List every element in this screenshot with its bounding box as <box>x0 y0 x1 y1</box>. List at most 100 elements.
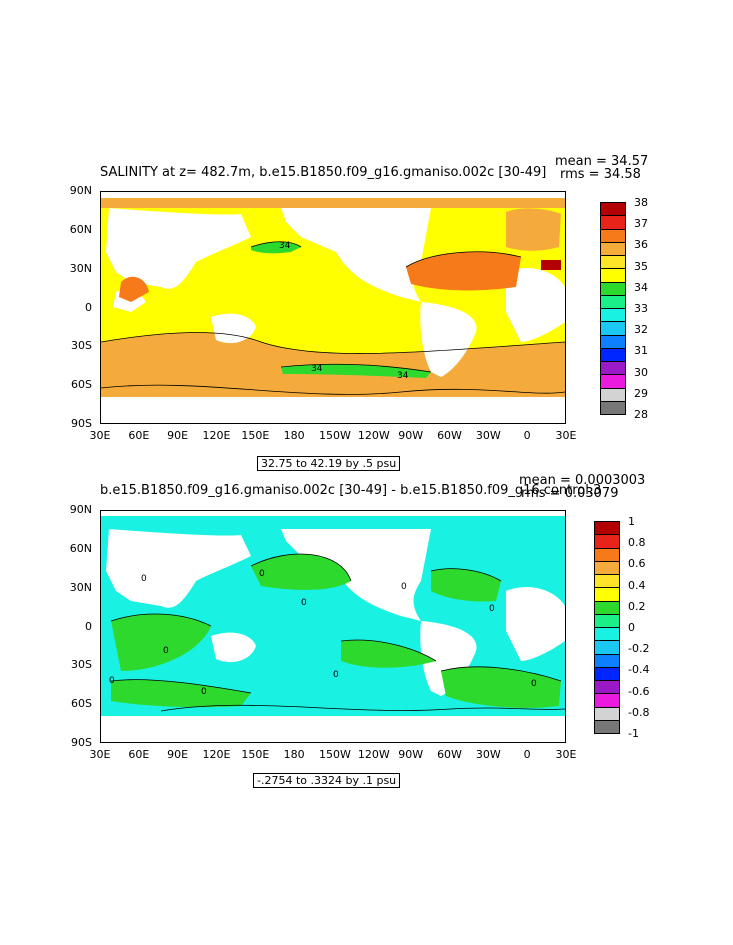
colorbar-label: -1 <box>628 727 639 740</box>
panel2-mean: mean = 0.0003003 <box>519 473 646 488</box>
colorbar-swatch <box>594 613 620 628</box>
panel1-map: 34 34 34 <box>100 191 566 424</box>
contour-line <box>440 666 562 682</box>
lon-tick-label: 30W <box>475 748 501 761</box>
contour-line <box>160 704 565 712</box>
lon-tick-label: 90E <box>167 429 189 442</box>
colorbar-swatch <box>600 294 626 309</box>
colorbar-label: 32 <box>634 323 648 337</box>
africa-land <box>506 267 565 342</box>
colorbar-swatch <box>594 534 620 549</box>
colorbar-label: 37 <box>634 217 648 231</box>
lon-tick-label: 30E <box>555 429 577 442</box>
panel2-rms: rms = 0.03079 <box>521 486 619 501</box>
colorbar-swatch <box>594 640 620 655</box>
arctic-blank <box>101 511 565 516</box>
colorbar-label: 33 <box>634 302 648 315</box>
colorbar-swatch <box>594 600 620 615</box>
lon-tick-label: 0 <box>523 429 531 442</box>
panel1-map-svg: 34 34 34 <box>101 192 565 423</box>
colorbar-swatch <box>600 281 626 296</box>
colorbar-swatch <box>600 374 626 389</box>
colorbar-swatch <box>600 361 626 376</box>
panel2-title: b.e15.B1850.f09_g16.gmaniso.002c [30-49]… <box>100 483 602 498</box>
contour-line <box>280 363 432 373</box>
colorbar-swatch <box>594 706 620 721</box>
lat-tick-label: 30S <box>71 339 92 353</box>
lon-tick-label: 120W <box>357 429 390 442</box>
lon-tick-label: 150E <box>241 748 270 761</box>
lon-tick-label: 60W <box>437 748 462 761</box>
lat-tick-label: 30N <box>69 580 92 594</box>
colorbar-label: 0.4 <box>628 578 646 592</box>
lon-tick-label: 120W <box>357 748 390 761</box>
southern-ocean-fill <box>101 385 565 397</box>
colorbar-label: -0.6 <box>628 684 650 698</box>
lon-tick-label: 30E <box>89 429 111 442</box>
lon-tick-label: 180 <box>283 429 305 442</box>
lon-tick-label: 120E <box>202 429 231 442</box>
colorbar-swatch <box>600 202 626 217</box>
contour-label: 0 <box>141 574 147 584</box>
colorbar-swatch <box>600 308 626 323</box>
north-america-land <box>281 529 431 621</box>
contour-label: 0 <box>259 569 265 579</box>
colorbar-label: 30 <box>634 365 648 379</box>
colorbar-swatch <box>600 268 626 283</box>
lat-tick-label: 60N <box>69 541 92 555</box>
colorbar-label: 0.6 <box>628 557 646 571</box>
colorbar-label: 0.8 <box>628 536 646 550</box>
africa-land <box>506 586 565 661</box>
colorbar-swatch <box>600 228 626 243</box>
contour-label: 0 <box>333 670 339 680</box>
colorbar-swatch <box>600 241 626 256</box>
colorbar-label: -0.4 <box>628 663 650 677</box>
lat-tick-label: 60S <box>71 378 92 392</box>
contour-label: 0 <box>301 598 307 608</box>
south-atlantic-positive <box>441 666 561 708</box>
contour-label: 0 <box>109 676 115 686</box>
north-pacific-positive <box>251 554 351 590</box>
contour-label: 0 <box>163 646 169 656</box>
lon-tick-label: 90W <box>398 748 424 761</box>
lat-tick-label: 30S <box>71 658 92 672</box>
colorbar-label: 29 <box>634 386 648 400</box>
colorbar-swatch <box>594 680 620 695</box>
contour-label: 34 <box>311 364 323 374</box>
contour-line <box>340 639 437 662</box>
panel2-map-svg: 0 0 0 0 0 0 0 0 0 0 <box>101 511 565 742</box>
colorbar-swatch <box>594 653 620 668</box>
panel1-rms: rms = 34.58 <box>560 167 641 182</box>
panel1-mean: mean = 34.57 <box>555 154 649 169</box>
colorbar-swatch <box>600 400 626 415</box>
south-america-land <box>420 302 477 377</box>
colorbar-swatch <box>600 334 626 349</box>
colorbar-swatch <box>594 719 620 734</box>
panel2-map: 0 0 0 0 0 0 0 0 0 0 <box>100 510 566 743</box>
lat-tick-label: 90S <box>71 736 92 749</box>
panel1-title: SALINITY at z= 482.7m, b.e15.B1850.f09_g… <box>100 165 547 180</box>
contour-line <box>250 241 302 248</box>
colorbar-label: 34 <box>634 280 648 294</box>
colorbar-swatch <box>600 387 626 402</box>
contour-line <box>110 613 212 627</box>
contour-label: 0 <box>201 687 207 697</box>
north-atlantic-positive <box>431 568 501 602</box>
lat-tick-label: 60N <box>69 222 92 236</box>
north-pacific-low <box>251 241 301 254</box>
colorbar-label: 35 <box>634 259 648 273</box>
contour-line <box>430 568 502 582</box>
lon-tick-label: 120E <box>202 748 231 761</box>
north-atlantic-north <box>506 208 561 251</box>
colorbar-swatch <box>594 521 620 536</box>
lon-tick-label: 150E <box>241 429 270 442</box>
lon-tick-label: 60E <box>128 429 150 442</box>
colorbar-label: 36 <box>634 238 648 252</box>
contour-label: 0 <box>531 679 537 689</box>
lon-tick-label: 30W <box>475 429 501 442</box>
contour-label: 0 <box>401 582 407 592</box>
australia-land <box>211 632 256 663</box>
antarctica-blank <box>101 716 565 742</box>
colorbar-swatch <box>594 560 620 575</box>
eurasia-land <box>106 208 251 289</box>
